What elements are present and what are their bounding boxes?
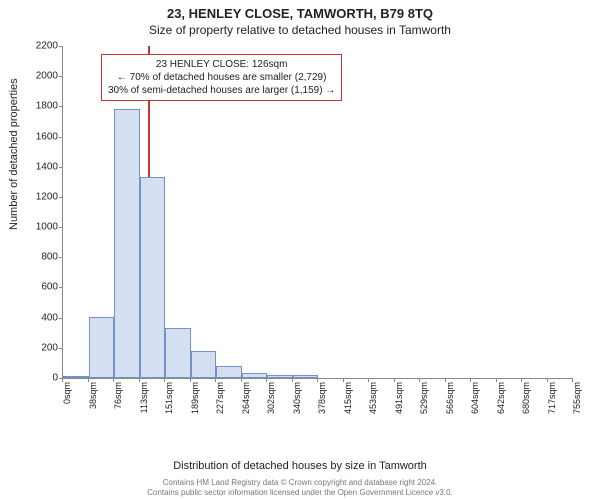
x-tick-label: 189sqm xyxy=(190,382,200,422)
y-tick-label: 800 xyxy=(18,252,58,263)
histogram-bar xyxy=(191,351,217,378)
histogram-bar xyxy=(140,177,166,378)
x-tick-label: 378sqm xyxy=(317,382,327,422)
y-tick-label: 2000 xyxy=(18,71,58,82)
credits: Contains HM Land Registry data © Crown c… xyxy=(0,478,600,498)
histogram-bar xyxy=(216,366,242,378)
x-tick-label: 151sqm xyxy=(164,382,174,422)
x-tick-label: 680sqm xyxy=(521,382,531,422)
histogram-bar xyxy=(293,375,319,378)
x-tick-label: 38sqm xyxy=(88,382,98,422)
y-tick-label: 0 xyxy=(18,373,58,384)
y-tick-mark xyxy=(59,167,63,168)
chart-area: 23 HENLEY CLOSE: 126sqm ← 70% of detache… xyxy=(62,46,572,416)
y-tick-label: 2200 xyxy=(18,41,58,52)
page-subtitle: Size of property relative to detached ho… xyxy=(0,21,600,37)
credits-line1: Contains HM Land Registry data © Crown c… xyxy=(0,478,600,488)
x-tick-label: 264sqm xyxy=(241,382,251,422)
y-tick-mark xyxy=(59,46,63,47)
x-tick-label: 227sqm xyxy=(215,382,225,422)
x-axis-label: Distribution of detached houses by size … xyxy=(0,460,600,472)
x-tick-label: 415sqm xyxy=(343,382,353,422)
x-tick-label: 755sqm xyxy=(572,382,582,422)
x-tick-label: 76sqm xyxy=(113,382,123,422)
property-callout: 23 HENLEY CLOSE: 126sqm ← 70% of detache… xyxy=(101,54,342,101)
x-tick-label: 642sqm xyxy=(496,382,506,422)
histogram-bar xyxy=(242,373,268,378)
y-tick-label: 600 xyxy=(18,282,58,293)
y-tick-mark xyxy=(59,257,63,258)
y-tick-label: 200 xyxy=(18,342,58,353)
y-tick-label: 1400 xyxy=(18,161,58,172)
y-tick-mark xyxy=(59,348,63,349)
x-tick-label: 529sqm xyxy=(419,382,429,422)
y-tick-mark xyxy=(59,287,63,288)
plot-region: 23 HENLEY CLOSE: 126sqm ← 70% of detache… xyxy=(62,46,573,379)
x-tick-label: 113sqm xyxy=(139,382,149,422)
x-tick-label: 717sqm xyxy=(547,382,557,422)
histogram-bar xyxy=(165,328,191,378)
callout-line3: 30% of semi-detached houses are larger (… xyxy=(108,84,335,97)
credits-line2: Contains public sector information licen… xyxy=(0,488,600,498)
y-tick-label: 1000 xyxy=(18,222,58,233)
y-tick-mark xyxy=(59,227,63,228)
page-title: 23, HENLEY CLOSE, TAMWORTH, B79 8TQ xyxy=(0,0,600,21)
y-tick-mark xyxy=(59,197,63,198)
y-tick-mark xyxy=(59,106,63,107)
histogram-bar xyxy=(114,109,140,378)
x-tick-label: 340sqm xyxy=(292,382,302,422)
x-tick-label: 453sqm xyxy=(368,382,378,422)
y-tick-mark xyxy=(59,137,63,138)
x-tick-label: 0sqm xyxy=(62,382,72,422)
histogram-bar xyxy=(63,376,89,378)
y-tick-mark xyxy=(59,76,63,77)
histogram-bar xyxy=(267,375,293,378)
x-tick-label: 566sqm xyxy=(445,382,455,422)
callout-line1: 23 HENLEY CLOSE: 126sqm xyxy=(108,58,335,71)
callout-line2: ← 70% of detached houses are smaller (2,… xyxy=(108,71,335,84)
x-tick-label: 491sqm xyxy=(394,382,404,422)
y-tick-label: 400 xyxy=(18,312,58,323)
histogram-bar xyxy=(89,317,115,378)
y-tick-mark xyxy=(59,318,63,319)
y-tick-label: 1800 xyxy=(18,101,58,112)
x-tick-label: 302sqm xyxy=(266,382,276,422)
y-tick-label: 1600 xyxy=(18,131,58,142)
y-tick-label: 1200 xyxy=(18,191,58,202)
x-tick-label: 604sqm xyxy=(470,382,480,422)
